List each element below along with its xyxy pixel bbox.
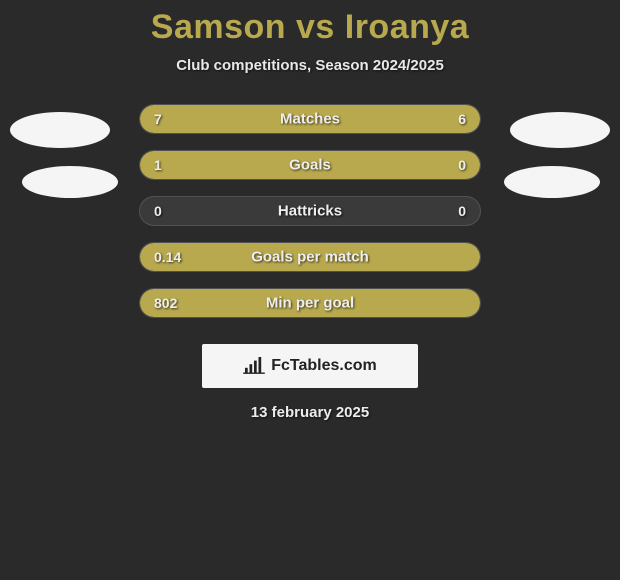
date-label: 13 february 2025 — [251, 404, 369, 421]
bar-fill-right — [398, 151, 480, 179]
stat-label: Matches — [280, 111, 340, 128]
stat-value-left: 7 — [154, 111, 162, 127]
player1-club-placeholder — [22, 166, 118, 198]
stat-label: Hattricks — [278, 203, 342, 220]
bar-fill-right — [324, 105, 480, 133]
watermark-text: FcTables.com — [271, 357, 377, 375]
chart-icon — [243, 357, 265, 375]
player2-club-placeholder — [504, 166, 600, 198]
stat-value-left: 1 — [154, 157, 162, 173]
stat-value-left: 0 — [154, 203, 162, 219]
page-title: Samson vs Iroanya — [151, 8, 469, 47]
player2-avatar-placeholder — [510, 112, 610, 148]
stat-bar: Min per goal 802 — [139, 288, 481, 318]
stats-area: Matches 7 6 Goals 1 0 Hattricks 0 0 Goals per mat… — [0, 104, 620, 421]
stat-value-right: 6 — [458, 111, 466, 127]
stat-label: Goals per match — [251, 249, 369, 266]
stat-bar: Goals 1 0 — [139, 150, 481, 180]
stat-label: Min per goal — [266, 295, 354, 312]
stat-value-left: 802 — [154, 295, 177, 311]
stat-label: Goals — [289, 157, 331, 174]
stat-bar: Matches 7 6 — [139, 104, 481, 134]
player1-avatar-placeholder — [10, 112, 110, 148]
stat-value-right: 0 — [458, 157, 466, 173]
stat-value-left: 0.14 — [154, 249, 181, 265]
stat-bar: Goals per match 0.14 — [139, 242, 481, 272]
bar-fill-left — [140, 151, 398, 179]
stat-value-right: 0 — [458, 203, 466, 219]
stat-bar: Hattricks 0 0 — [139, 196, 481, 226]
subtitle: Club competitions, Season 2024/2025 — [176, 57, 444, 74]
comparison-card: Samson vs Iroanya Club competitions, Sea… — [0, 0, 620, 421]
watermark: FcTables.com — [202, 344, 418, 388]
